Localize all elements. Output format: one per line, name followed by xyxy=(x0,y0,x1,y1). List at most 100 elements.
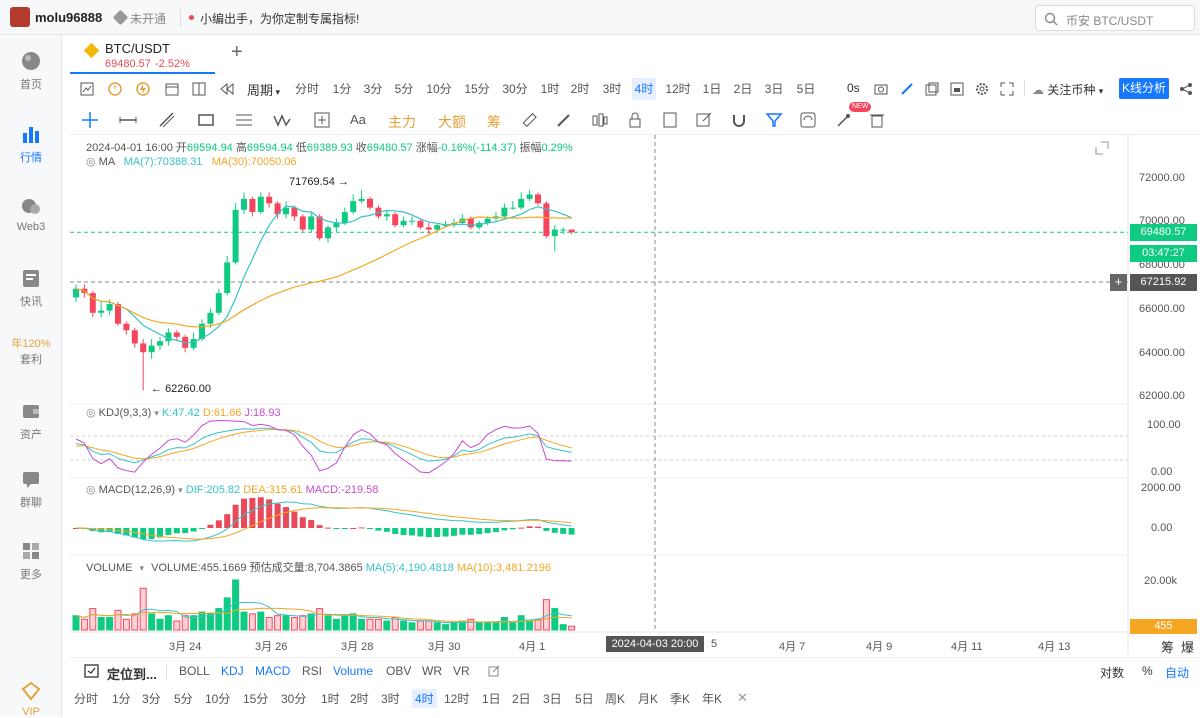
macd-legend[interactable]: ◎ MACD(12,26,9) ▾ DIF:205.82 DEA:315.61 … xyxy=(86,483,378,496)
replay-icon[interactable] xyxy=(220,82,234,96)
eye-icon[interactable]: ◎ xyxy=(86,407,96,419)
edit-icon[interactable] xyxy=(695,111,713,129)
fullscreen-icon[interactable] xyxy=(1000,82,1014,96)
nav-more[interactable]: 更多 xyxy=(0,540,62,582)
magnet-icon[interactable] xyxy=(730,111,748,129)
template-icon[interactable] xyxy=(950,82,964,96)
volume-legend[interactable]: VOLUME ▾ VOLUME:455.1669 预估成交量:8,704.386… xyxy=(86,559,551,575)
liquidation-toggle[interactable]: 爆 xyxy=(1181,640,1195,655)
clock-icon[interactable] xyxy=(108,82,122,96)
watch-dropdown[interactable]: ☁ 关注币种 ▾ xyxy=(1032,81,1103,98)
log-scale-toggle[interactable]: 对数 xyxy=(1100,666,1125,680)
bottom-period-7[interactable]: 1时 xyxy=(321,692,340,706)
percent-scale-toggle[interactable]: % xyxy=(1142,664,1153,678)
timeframe-7[interactable]: 1时 xyxy=(540,82,560,96)
timeframe-9[interactable]: 3时 xyxy=(602,82,622,96)
sync-icon[interactable] xyxy=(799,111,817,129)
bolt-icon[interactable] xyxy=(136,82,150,96)
chevron-down-icon[interactable]: ▾ xyxy=(178,485,183,495)
nav-news[interactable]: 快讯 xyxy=(0,267,62,309)
notice-text[interactable]: 小编出手，为你定制专属指标! xyxy=(200,12,360,26)
locate-icon[interactable] xyxy=(84,663,99,678)
nav-market[interactable]: 行情 xyxy=(0,123,62,165)
countdown-toggle[interactable]: 0s xyxy=(847,81,860,95)
bottom-period-2[interactable]: 3分 xyxy=(142,692,161,706)
fib-icon[interactable] xyxy=(235,111,253,129)
pencil-icon[interactable] xyxy=(900,82,914,96)
kdj-legend[interactable]: ◎ KDJ(9,3,3) ▾ K:47.42 D:61.66 J:18.93 xyxy=(86,406,281,419)
timeframe-2[interactable]: 3分 xyxy=(363,82,383,96)
trash-icon[interactable] xyxy=(868,111,886,129)
nav-vip[interactable]: VIP xyxy=(0,680,62,718)
camera-icon[interactable] xyxy=(874,82,888,95)
gear-icon[interactable] xyxy=(975,82,989,96)
close-icon[interactable]: ✕ xyxy=(737,690,748,705)
chart-type-icon[interactable] xyxy=(80,82,94,96)
indicator-3[interactable]: RSI xyxy=(302,664,323,678)
timeframe-12[interactable]: 1日 xyxy=(702,82,722,96)
tool-large-order[interactable]: 大额 xyxy=(438,114,466,130)
search-input[interactable]: 币安 BTC/USDT xyxy=(1066,14,1154,28)
expand-icon[interactable] xyxy=(1095,141,1109,155)
crosshair-icon[interactable] xyxy=(81,111,99,129)
indicator-4[interactable]: Volume xyxy=(333,664,374,678)
bottom-period-6[interactable]: 30分 xyxy=(281,692,307,706)
add-tab-button[interactable]: + xyxy=(231,41,243,63)
rectangle-icon[interactable] xyxy=(197,111,215,129)
username[interactable]: molu96888 xyxy=(35,10,103,25)
timeframe-4[interactable]: 10分 xyxy=(426,82,452,96)
period-dropdown[interactable]: 周期 ▾ xyxy=(247,80,280,99)
nav-chat[interactable]: 群聊 xyxy=(0,468,62,510)
ruler-icon[interactable] xyxy=(520,111,538,129)
eye-icon[interactable]: ◎ xyxy=(86,156,96,168)
lock-icon[interactable] xyxy=(626,111,644,129)
search-box[interactable]: 币安 BTC/USDT xyxy=(1035,5,1195,31)
timeframe-13[interactable]: 2日 xyxy=(733,82,753,96)
measure-icon[interactable] xyxy=(313,111,331,129)
calendar-icon[interactable] xyxy=(165,82,179,96)
membership-badge[interactable]: 未开通 xyxy=(130,12,167,26)
timeframe-1[interactable]: 1分 xyxy=(332,82,352,96)
layout-icon[interactable] xyxy=(192,82,206,96)
chips-toggle[interactable]: 筹 xyxy=(1161,640,1175,655)
kline-analysis-button[interactable]: K线分析 xyxy=(1119,78,1169,99)
nav-web3[interactable]: Web3 xyxy=(0,195,62,233)
nav-arbitrage[interactable]: 年120% 套利 xyxy=(0,335,62,367)
share-icon[interactable] xyxy=(1179,82,1193,96)
bottom-period-5[interactable]: 15分 xyxy=(243,692,269,706)
timeframe-10[interactable]: 4时 xyxy=(632,78,656,100)
candle-pattern-icon[interactable] xyxy=(591,111,609,129)
auto-scale-toggle[interactable]: 自动 xyxy=(1165,666,1190,680)
bottom-period-8[interactable]: 2时 xyxy=(350,692,369,706)
timeframe-15[interactable]: 5日 xyxy=(796,82,816,96)
indicator-5[interactable]: OBV xyxy=(386,664,412,678)
bottom-period-12[interactable]: 1日 xyxy=(482,692,501,706)
indicator-6[interactable]: WR xyxy=(422,664,442,678)
bottom-period-18[interactable]: 季K xyxy=(670,692,691,706)
timeframe-0[interactable]: 分时 xyxy=(294,82,319,96)
bottom-period-11[interactable]: 12时 xyxy=(444,692,470,706)
text-tool-icon[interactable]: Aa xyxy=(350,112,366,127)
symbol-tab[interactable]: BTC/USDT 69480.57 -2.52% xyxy=(70,36,215,74)
bottom-period-1[interactable]: 1分 xyxy=(112,692,131,706)
bottom-period-16[interactable]: 周K xyxy=(605,692,626,706)
tool-main-force[interactable]: 主力 xyxy=(388,114,416,130)
indicator-0[interactable]: BOLL xyxy=(179,664,210,678)
timeframe-6[interactable]: 30分 xyxy=(502,82,528,96)
eye-icon[interactable]: ◎ xyxy=(86,484,96,496)
indicator-7[interactable]: VR xyxy=(453,664,470,678)
ma-legend[interactable]: ◎ MA MA(7):70388.31 MA(30):70050.06 xyxy=(86,155,297,168)
avatar[interactable] xyxy=(10,7,30,27)
wave-icon[interactable] xyxy=(273,111,291,129)
nav-home[interactable]: 首页 xyxy=(0,50,62,92)
bottom-period-10[interactable]: 4时 xyxy=(412,689,437,708)
bottom-period-9[interactable]: 3时 xyxy=(381,692,400,706)
bottom-period-19[interactable]: 年K xyxy=(702,692,723,706)
filter-icon[interactable] xyxy=(765,111,783,129)
horizontal-line-icon[interactable] xyxy=(119,111,137,129)
timeframe-3[interactable]: 5分 xyxy=(394,82,414,96)
timeframe-11[interactable]: 12时 xyxy=(665,82,691,96)
indicator-2[interactable]: MACD xyxy=(255,664,291,678)
bottom-period-13[interactable]: 2日 xyxy=(512,692,531,706)
